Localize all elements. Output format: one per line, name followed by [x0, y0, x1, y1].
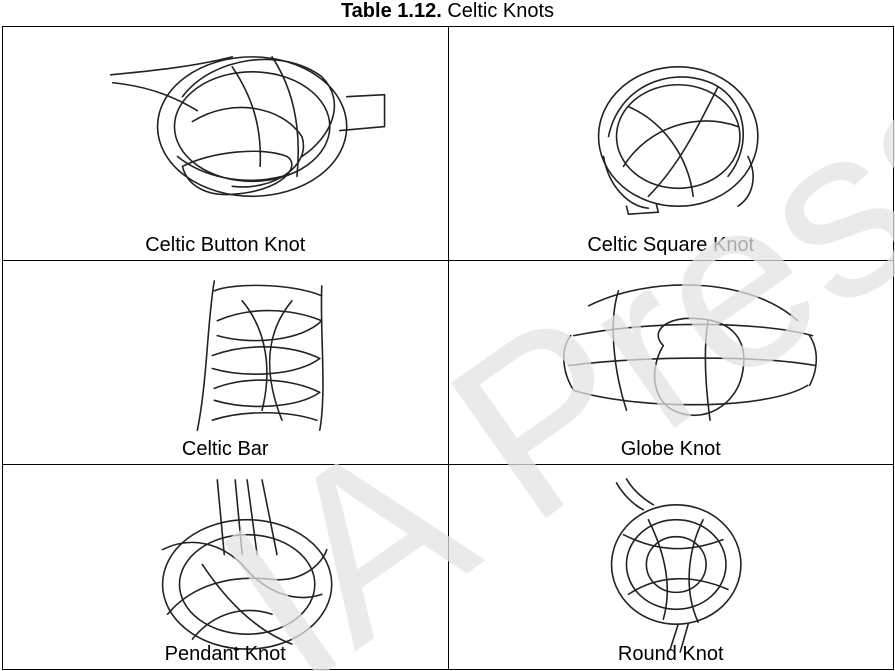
knot-cell-globe: Globe Knot — [447, 260, 894, 465]
celtic-square-knot-icon — [597, 66, 759, 215]
pendant-knot-icon — [161, 479, 333, 650]
knot-label: Celtic Square Knot — [587, 234, 755, 256]
knot-cell-celtic-bar: Celtic Bar — [2, 260, 449, 465]
globe-knot-icon — [562, 284, 817, 422]
celtic-button-knot-icon — [109, 56, 386, 198]
round-knot-icon — [610, 478, 742, 653]
celtic-bar-icon — [196, 280, 324, 431]
knot-label: Celtic Bar — [181, 438, 269, 460]
knot-cell-pendant: Pendant Knot — [2, 464, 449, 670]
table-caption-number: Table 1.12. — [340, 0, 442, 22]
table-caption: Table 1.12. Celtic Knots — [0, 0, 895, 24]
table-caption-title: Celtic Knots — [447, 0, 555, 22]
knot-cell-round: Round Knot — [447, 464, 894, 670]
knot-label: Globe Knot — [620, 438, 721, 460]
knot-label: Round Knot — [617, 643, 724, 665]
knot-label: Pendant Knot — [164, 643, 286, 665]
knot-cell-celtic-button: Celtic Button Knot — [2, 26, 449, 261]
knot-cell-celtic-square: Celtic Square Knot — [447, 26, 894, 261]
knots-table: Celtic Button Knot Celtic Square Knot — [2, 26, 894, 670]
knot-label: Celtic Button Knot — [145, 234, 306, 256]
